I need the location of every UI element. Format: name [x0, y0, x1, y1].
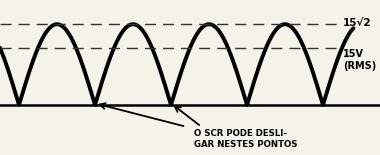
Text: 15√2: 15√2 [343, 18, 371, 28]
Text: 15V
(RMS): 15V (RMS) [343, 49, 376, 71]
Text: O SCR PODE DESLI-
GAR NESTES PONTOS: O SCR PODE DESLI- GAR NESTES PONTOS [194, 129, 297, 148]
